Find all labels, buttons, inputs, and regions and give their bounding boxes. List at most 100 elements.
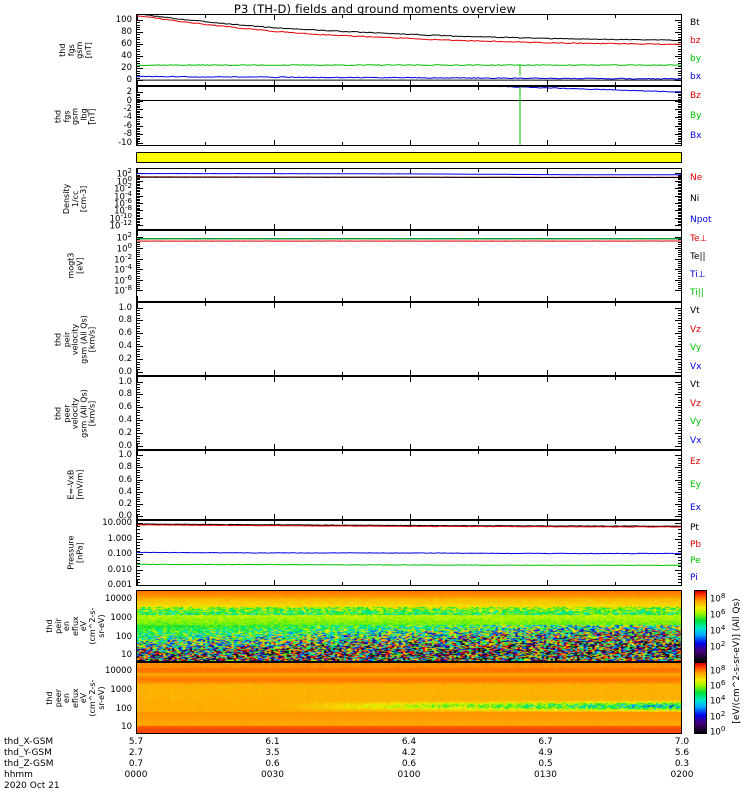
y-minor-tick	[678, 463, 681, 464]
y-tick-mark	[675, 248, 681, 249]
panel-title-pressure: Pressure [nPa]	[66, 535, 84, 571]
y-minor-tick	[137, 542, 140, 543]
panel-plot-area-fgs-gsm-b[interactable]	[137, 15, 681, 85]
y-minor-tick	[678, 244, 681, 245]
y-minor-tick	[678, 102, 681, 103]
x-tick-mark	[615, 142, 616, 145]
x-tick-mark	[615, 303, 616, 306]
y-tick-mark	[675, 218, 681, 219]
y-minor-tick	[678, 141, 681, 142]
y-axis-labels-temperature: 102 100 10-2 10-4 10-6 10-8	[86, 230, 132, 302]
x-tick-mark	[615, 446, 616, 449]
y-minor-tick	[678, 276, 681, 277]
x-tick-mark	[342, 15, 343, 18]
y-tick-mark	[675, 346, 681, 347]
x-tick-mark	[342, 298, 343, 301]
x-tick-mark	[478, 15, 479, 18]
y-minor-tick	[137, 482, 140, 483]
y-minor-tick	[137, 573, 140, 574]
y-minor-tick	[137, 354, 140, 355]
y-tick-mark	[675, 101, 681, 102]
y-tick-mark	[137, 126, 143, 127]
y-minor-tick	[137, 49, 140, 50]
y-minor-tick	[137, 430, 140, 431]
y-tick-label: 0.6	[118, 327, 132, 338]
y-tick-mark	[675, 333, 681, 334]
x-tick-mark	[478, 142, 479, 145]
x-tick-mark	[342, 226, 343, 229]
y-minor-tick	[137, 66, 140, 67]
legend-item-Npot: Npot	[690, 214, 712, 225]
y-minor-tick	[137, 246, 140, 247]
x-axis-row-label: hhmm	[4, 770, 33, 780]
y-minor-tick	[137, 221, 140, 222]
x-tick-mark	[410, 514, 411, 519]
y-minor-tick	[678, 438, 681, 439]
y-minor-tick	[137, 323, 140, 324]
panel-plot-area-density[interactable]	[137, 169, 681, 229]
y-minor-tick	[137, 61, 140, 62]
y-minor-tick	[678, 219, 681, 220]
legend-item-Ex: Ex	[690, 503, 702, 514]
y-minor-tick	[137, 37, 140, 38]
y-minor-tick	[137, 477, 140, 478]
y-minor-tick	[137, 566, 140, 567]
colorbar-tick-label: 104	[710, 693, 726, 707]
legend-item-Vx: Vx	[690, 361, 702, 372]
y-axis-labels-fgs-gsm-b: 100 80 60 40 20 0	[86, 14, 132, 86]
y-minor-tick	[137, 190, 140, 191]
y-minor-tick	[137, 256, 140, 257]
y-tick-mark	[675, 259, 681, 260]
trace-group	[137, 523, 681, 567]
legend-item-Vy: Vy	[690, 417, 702, 428]
y-tick-label: 10.000	[102, 518, 132, 529]
y-minor-tick	[137, 216, 140, 217]
panel-plot-area-temperature[interactable]	[137, 231, 681, 301]
panel-plot-area-pressure[interactable]	[137, 521, 681, 585]
x-axis-value: 0000	[124, 770, 148, 780]
y-minor-tick	[678, 51, 681, 52]
y-minor-tick	[137, 288, 140, 289]
x-axis-value: 5.7	[128, 737, 144, 747]
panel-plot-area-peir-spectrogram[interactable]	[137, 591, 681, 661]
x-tick-mark	[547, 169, 548, 174]
panel-plot-area-efield[interactable]	[137, 451, 681, 519]
y-tick-mark	[137, 101, 143, 102]
panel-plot-area-peer-velocity[interactable]	[137, 377, 681, 449]
y-tick-mark	[137, 504, 143, 505]
x-tick-mark	[342, 142, 343, 145]
y-minor-tick	[137, 54, 140, 55]
x-tick-mark	[205, 582, 206, 585]
x-axis-value: 0030	[261, 770, 284, 780]
y-minor-tick	[137, 138, 140, 139]
x-tick-mark	[342, 446, 343, 449]
y-tick-label: 10-6	[114, 272, 132, 287]
x-tick-mark	[205, 377, 206, 380]
x-tick-mark	[137, 140, 138, 145]
x-tick-mark	[274, 377, 275, 382]
y-minor-tick	[678, 367, 681, 368]
y-minor-tick	[678, 242, 681, 243]
y-minor-tick	[137, 514, 140, 515]
y-minor-tick	[678, 563, 681, 564]
y-tick-label: 20	[121, 62, 132, 73]
y-minor-tick	[678, 178, 681, 179]
panel-peir-velocity	[136, 302, 682, 376]
x-tick-mark	[478, 303, 479, 306]
x-tick-mark	[615, 451, 616, 454]
y-minor-tick	[137, 212, 140, 213]
x-tick-mark	[410, 224, 411, 229]
x-tick-mark	[547, 296, 548, 301]
y-minor-tick	[137, 200, 140, 201]
panel-plot-area-peer-spectrogram[interactable]	[137, 663, 681, 733]
y-tick-mark	[675, 455, 681, 456]
panel-plot-area-state-bar[interactable]	[137, 153, 681, 162]
y-tick-label: -8	[123, 129, 132, 140]
legend-item-Ni: Ni	[690, 194, 700, 204]
y-minor-tick	[678, 542, 681, 543]
panel-plot-area-fgs-gsm-lbg[interactable]	[137, 87, 681, 145]
y-minor-tick	[678, 184, 681, 185]
y-minor-tick	[678, 250, 681, 251]
y-minor-tick	[678, 138, 681, 139]
panel-plot-area-peir-velocity[interactable]	[137, 303, 681, 375]
